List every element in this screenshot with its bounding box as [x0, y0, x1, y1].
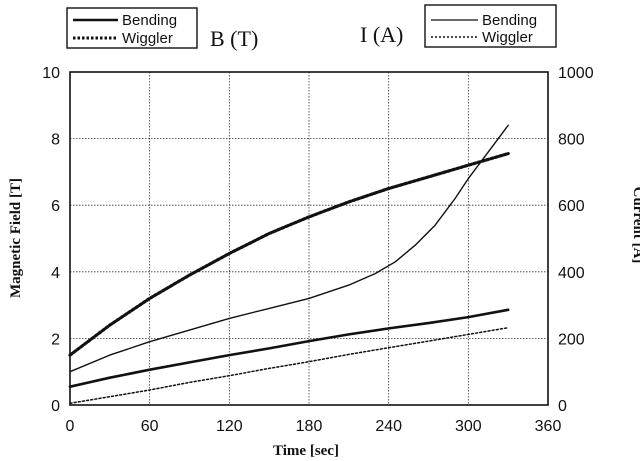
series-line-bending-right — [69, 124, 509, 373]
legend-right-entry-1: Wiggler — [482, 29, 533, 46]
legend-left-entry-0: Bending — [122, 12, 177, 29]
right-tick-label: 200 — [558, 331, 585, 348]
plot-frame — [69, 71, 549, 406]
x-tick-label: 300 — [455, 418, 482, 435]
left-tick-label: 4 — [51, 265, 60, 282]
series-line-bending-left — [68, 308, 510, 389]
left-axis-title: Magnetic Field [T] — [8, 178, 24, 298]
x-axis-title: Time [sec] — [273, 443, 339, 459]
series-line-wiggler-left — [68, 152, 510, 357]
legend-left: Bending Wiggler — [66, 7, 198, 49]
series-group — [68, 124, 510, 405]
left-tick-label: 6 — [51, 198, 60, 215]
x-tick-label: 120 — [216, 418, 243, 435]
legend-left-entry-1: Wiggler — [122, 30, 173, 47]
right-axis-title: Current [A] — [630, 187, 640, 264]
right-axis-header: I (A) — [360, 22, 403, 47]
series-line-wiggler-right — [69, 326, 509, 405]
x-tick-label: 0 — [66, 418, 75, 435]
x-tick-label: 60 — [141, 418, 159, 435]
right-tick-label: 600 — [558, 198, 585, 215]
grid — [70, 72, 548, 405]
right-tick-label: 1000 — [558, 65, 594, 82]
left-axis-header: B (T) — [210, 26, 258, 51]
right-tick-label: 800 — [558, 132, 585, 149]
left-tick-label: 0 — [51, 398, 60, 415]
legend-right: Bending Wiggler — [424, 4, 557, 48]
tick-labels: 0 60 120 180 240 300 360 0 2 4 6 8 10 0 200 400 600 800 10… — [42, 65, 593, 435]
legend-left-box — [66, 7, 198, 49]
legend-right-entry-0: Bending — [482, 12, 537, 29]
right-tick-label: 400 — [558, 265, 585, 282]
x-tick-label: 240 — [375, 418, 402, 435]
left-tick-label: 10 — [42, 65, 60, 82]
left-tick-label: 2 — [51, 331, 60, 348]
legend-right-box — [424, 4, 557, 48]
left-tick-label: 8 — [51, 132, 60, 149]
right-tick-label: 0 — [558, 398, 567, 415]
x-tick-label: 360 — [535, 418, 562, 435]
x-tick-label: 180 — [296, 418, 323, 435]
